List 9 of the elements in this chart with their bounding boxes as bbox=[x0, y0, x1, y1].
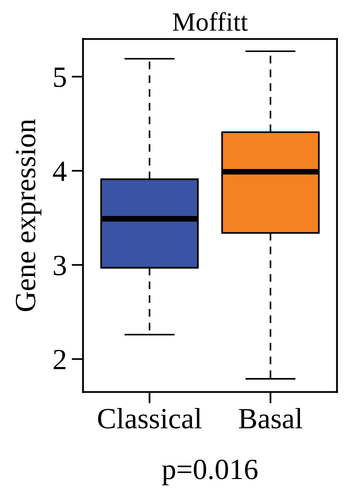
text: p=0.016 bbox=[162, 460, 258, 486]
y-tick-label: 4 bbox=[53, 162, 67, 181]
y-tick-label: 5 bbox=[54, 68, 66, 88]
y-axis-title: Gene expression bbox=[16, 119, 42, 312]
x-tick-label: Basal bbox=[238, 408, 302, 428]
x-tick-label: Classical bbox=[98, 408, 202, 428]
y-tick-label: 3 bbox=[54, 256, 66, 276]
y-tick-label: 2 bbox=[54, 350, 66, 370]
chart-title: Moffitt bbox=[172, 12, 248, 31]
